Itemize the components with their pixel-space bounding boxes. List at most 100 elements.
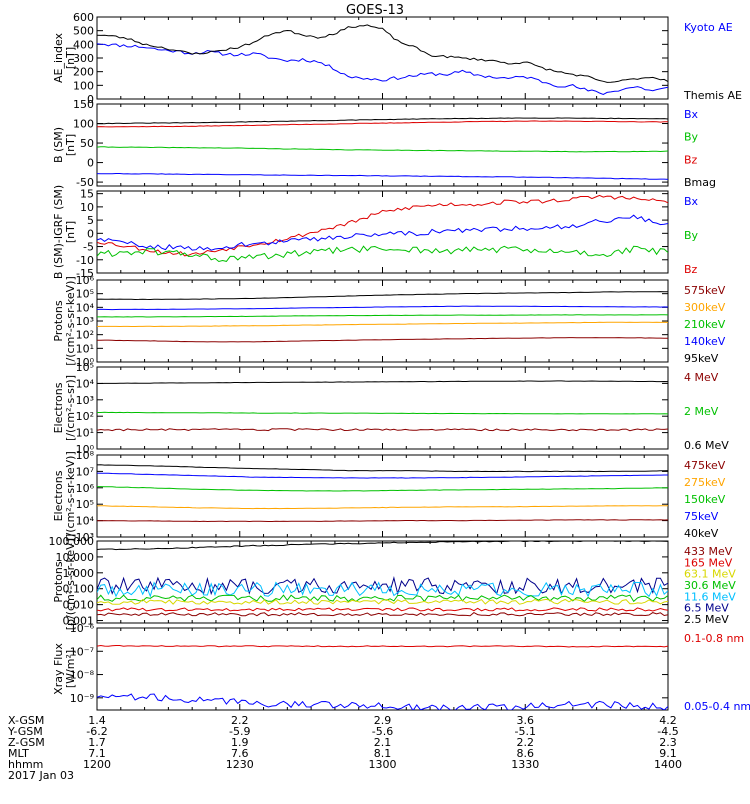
y-tick-label: 10³ [76, 315, 94, 328]
legend-entry: 75keV [684, 510, 719, 523]
y-tick-label: 10⁻⁹ [70, 692, 94, 705]
series-bz [97, 121, 668, 127]
y-axis-units: [/(cm²-s-sr-keV)] [64, 451, 77, 541]
series-575kev [97, 338, 668, 342]
legend-entry: 475keV [684, 459, 726, 472]
x-column-value: 1200 [83, 758, 111, 771]
legend-entry: Bmag [684, 176, 716, 189]
series-group [97, 195, 668, 261]
y-tick-label: 10⁵ [76, 498, 94, 511]
series-by [97, 147, 668, 152]
legend-entry: Bz [684, 263, 698, 276]
y-axis-units: [p/(cm²-s-sr-keV)] [64, 534, 77, 631]
y-axis-units: [nT] [64, 47, 77, 69]
y-tick-label: 15 [80, 188, 94, 201]
panel-6: 10³10⁴10⁵10⁶10⁷10⁸Electrons[/(cm²-s-sr-k… [52, 449, 726, 544]
x-row-label: 2017 Jan 03 [8, 769, 74, 782]
legend-entry: 210keV [684, 318, 726, 331]
legend-entry: Bx [684, 108, 699, 121]
panel-frame [97, 367, 668, 449]
legend: Kyoto AE Themis AE [683, 21, 742, 102]
y-tick-label: 10³ [76, 394, 94, 407]
panel-frame [97, 455, 668, 537]
panel-4: 10⁰10¹10²10³10⁴10⁵10⁶Protons[/(cm²-s-sr-… [52, 274, 726, 369]
x-column-value: 1230 [226, 758, 254, 771]
legend-entry: By [684, 131, 699, 144]
legend: Bx By Bz Bmag [684, 108, 716, 189]
series-40kev [97, 465, 668, 472]
y-tick-label: 10¹ [76, 342, 94, 355]
y-tick-label: -10 [76, 254, 94, 267]
y-axis-units: [W/m²] [64, 650, 77, 688]
y-tick-label: 100 [73, 79, 94, 92]
legend-entry: 0.1-0.8 nm [684, 632, 744, 645]
legend-entry: Kyoto AE [684, 21, 733, 34]
series-475kev [97, 520, 668, 522]
series-themis-ae [97, 25, 668, 83]
panel-frame [97, 17, 668, 99]
y-tick-label: 10⁶ [76, 274, 95, 287]
legend: 4 MeV 2 MeV 0.6 MeV [684, 371, 729, 452]
y-axis-units: [nT] [64, 134, 77, 156]
y-axis-units: [nT] [64, 221, 77, 243]
legend-entry: 2 MeV [684, 405, 719, 418]
legend-entry: 40keV [684, 527, 719, 540]
y-tick-label: 0 [87, 227, 94, 240]
legend-entry: By [684, 229, 699, 242]
legend-entry: 150keV [684, 493, 726, 506]
legend-entry: Bz [684, 153, 698, 166]
y-tick-label: 10² [76, 410, 94, 423]
series-group [97, 541, 668, 616]
y-tick-label: 500 [73, 25, 94, 38]
series-bx [97, 174, 668, 180]
y-tick-label: 10⁶ [76, 482, 95, 495]
series-433-mev [97, 613, 668, 616]
series-2-mev [97, 412, 668, 414]
series-group [97, 646, 668, 711]
series-165-mev [97, 608, 668, 611]
series-75kev [97, 473, 668, 478]
y-tick-label: 50 [80, 137, 94, 150]
x-column-value: 1330 [511, 758, 539, 771]
series-by [97, 246, 668, 261]
series-150kev [97, 487, 668, 491]
legend-entry: 0.6 MeV [684, 439, 729, 452]
y-tick-label: 100 [73, 118, 94, 131]
y-tick-label: 5 [87, 214, 94, 227]
series-300kev [97, 322, 668, 326]
legend: 0.1-0.8 nm0.05-0.4 nm [684, 632, 750, 713]
y-tick-label: 10⁴ [76, 301, 95, 314]
legend-entry: 2.5 MeV [684, 613, 729, 626]
series-group [97, 465, 668, 522]
legend-entry: 275keV [684, 476, 726, 489]
y-tick-label: 10⁸ [76, 449, 95, 462]
legend-entry: 140keV [684, 335, 726, 348]
legend-entry: 4 MeV [684, 371, 719, 384]
series-0-1-0-8-nm [97, 646, 668, 648]
y-tick-label: 10¹ [76, 427, 94, 440]
series-275kev [97, 506, 668, 509]
plot-title: GOES-13 [346, 3, 404, 18]
y-tick-label: 10⁵ [76, 288, 94, 301]
series-group [97, 381, 668, 431]
legend-entry: 575keV [684, 284, 726, 297]
y-tick-label: 0 [87, 157, 94, 170]
series-bx [97, 215, 668, 250]
series-group [97, 292, 668, 342]
panel-7: 0.0010.0100.1001.00010.000100.000Protons… [49, 534, 737, 631]
legend-entry: Themis AE [683, 89, 742, 102]
y-tick-label: 10 [80, 201, 94, 214]
legend-entry: 300keV [684, 301, 726, 314]
y-tick-label: -5 [83, 241, 94, 254]
y-tick-label: 10⁴ [76, 377, 95, 390]
y-axis-units: [/(cm²-s-sr)] [64, 375, 77, 441]
